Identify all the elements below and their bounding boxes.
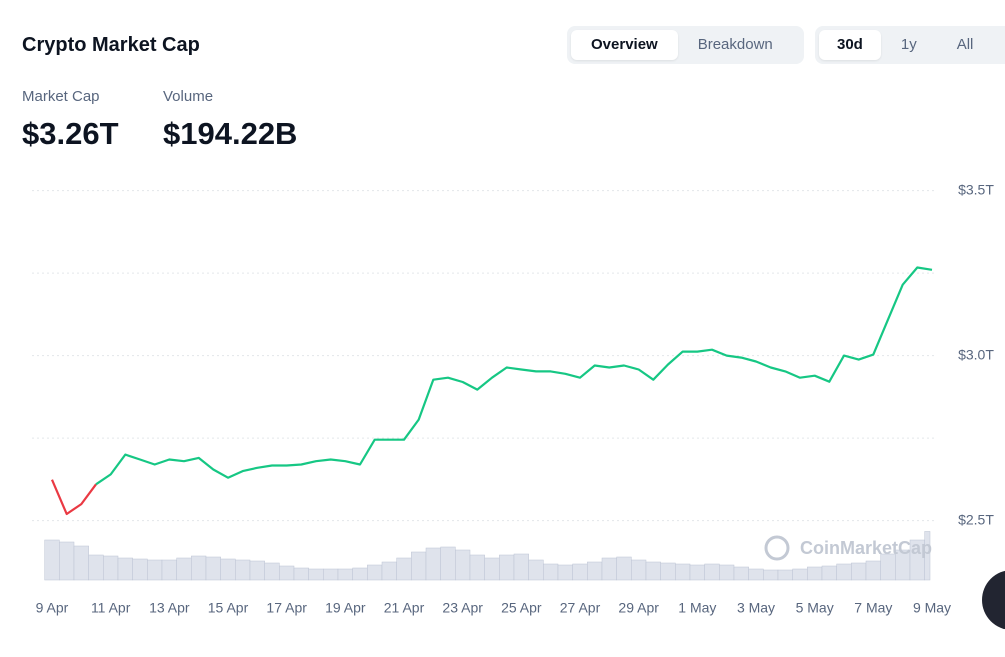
volume-bar [425,547,441,581]
volume-bar [396,557,412,581]
volume-bar [352,567,368,581]
volume-bar [176,557,192,581]
x-tick-label: 15 Apr [208,600,249,616]
volume-bar [645,561,661,581]
x-tick-label: 25 Apr [501,600,542,616]
volume-bar [308,568,324,581]
volume-bar [851,562,867,581]
volume-bar [337,568,353,581]
volume-bar [411,551,427,581]
volume-bar [719,564,735,581]
y-tick-label: $3.0T [958,346,994,362]
watermark: CoinMarketCap [800,538,932,558]
range[interactable]: All [956,36,974,53]
volume-bar [631,559,647,581]
volume-bar [191,555,207,581]
volume-bar [381,561,397,581]
volume-bar [616,556,632,581]
x-tick-label: 11 Apr [91,600,131,616]
volume-bar [59,541,75,581]
volume-bar [484,557,500,581]
volume-bar [117,557,133,581]
range-tabs: 30d 1y All [815,26,1005,64]
volume-bar [821,565,837,581]
volume-bar [235,559,251,581]
y-tick-label: $3.5T [958,181,994,197]
volume-bar [924,531,931,581]
volume-bar [557,564,573,581]
x-tick-label: 17 Apr [266,600,307,616]
x-tick-label: 21 Apr [384,600,425,616]
volume-bar [601,557,617,581]
x-tick-label: 27 Apr [560,600,601,616]
market-cap-line [95,266,933,486]
volume-bar [161,559,177,581]
volume-bar [103,555,119,581]
volume-bar [733,566,749,581]
x-tick-label: 9 May [913,600,951,616]
stat-value: $3.26T [22,116,119,151]
x-tick-label: 13 Apr [149,600,190,616]
stat-label: Volume [163,88,214,105]
volume-bar [469,554,485,581]
volume-bar [704,563,720,581]
y-tick-label: $2.5T [958,511,994,527]
volume-bar [147,559,163,581]
volume-bar [675,563,691,581]
volume-bar [513,553,529,581]
volume-bar [293,567,309,581]
range[interactable]: 1y [900,36,917,53]
x-tick-label: 7 May [854,600,892,616]
volume-bar [205,556,221,581]
volume-bar [367,564,383,581]
volume-bar [807,566,823,581]
x-tick-label: 29 Apr [618,600,659,616]
x-tick-label: 9 Apr [36,600,69,616]
volume-bar [836,563,852,581]
volume-bar [88,554,104,581]
volume-bar [587,561,603,581]
title: Crypto Market Cap [22,34,200,56]
volume-bar [440,546,456,581]
volume-bar [249,560,265,581]
volume-bar [264,562,280,581]
volume-bar [865,560,881,581]
volume-bar [528,559,544,581]
x-tick-label: 19 Apr [325,600,366,616]
volume-bar [689,564,705,581]
volume-bar [777,569,793,581]
volume-bar [572,563,588,581]
volume-bar [44,539,60,581]
volume-bar [763,569,779,581]
x-tick-label: 1 May [678,600,716,616]
tab[interactable]: Breakdown [697,36,773,53]
volume-bar [880,553,896,581]
stat-value: $194.22B [163,116,298,151]
view-tabs: Overview Breakdown [567,26,804,64]
volume-bar [660,562,676,581]
scroll-button[interactable] [982,570,1005,630]
volume-bar [543,563,559,581]
volume-bar [73,545,89,581]
volume-bar [792,568,808,581]
market-cap-line [50,479,97,516]
tab[interactable]: Overview [571,30,678,60]
x-tick-label: 23 Apr [442,600,483,616]
volume-bar [279,565,295,581]
volume-bar [220,558,236,581]
stat-label: Market Cap [22,88,100,105]
volume-bar [748,568,764,581]
volume-bar [323,568,339,581]
watermark-logo [764,535,790,561]
x-tick-label: 3 May [737,600,775,616]
volume-bar [132,558,148,581]
range[interactable]: 30d [819,30,881,60]
volume-bar [499,554,515,581]
volume-bar [455,549,471,581]
x-tick-label: 5 May [796,600,834,616]
